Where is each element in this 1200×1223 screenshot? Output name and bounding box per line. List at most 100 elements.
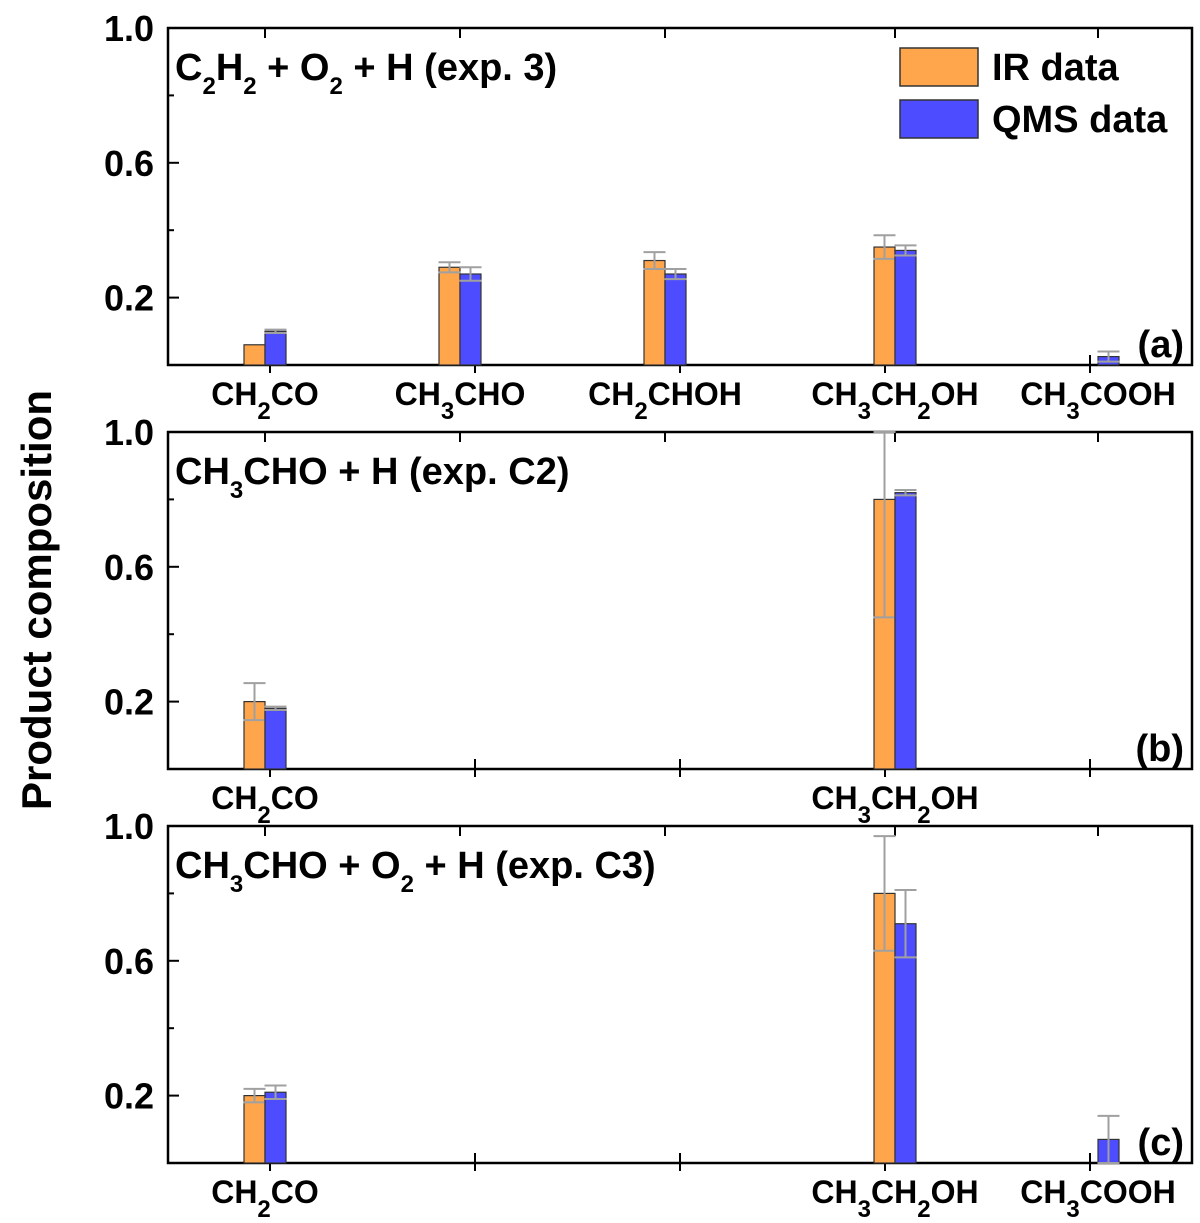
bar-ir	[643, 259, 666, 366]
bar-qms	[894, 923, 917, 1164]
panel-title-part: H	[216, 47, 243, 89]
x-category-label: CH3CH2OH	[811, 1174, 978, 1223]
panel-title-part: C	[175, 47, 202, 89]
legend-swatch	[899, 47, 979, 87]
panel-title-part: + O	[257, 47, 330, 89]
x-category-label-part: CO	[271, 376, 319, 412]
x-category-label: CH2CHOH	[588, 376, 742, 425]
x-category-label-part: 3	[1066, 398, 1079, 425]
x-category-label: CH2CO	[211, 376, 319, 425]
panel-title-part: CHO + O	[243, 845, 400, 887]
error-bar-qms	[264, 1084, 287, 1100]
error-bar-qms	[264, 705, 287, 712]
x-category-label: CH2CO	[211, 1174, 319, 1223]
panel-title-part: 2	[330, 73, 343, 100]
error-bar-ir	[873, 835, 896, 952]
x-category-label-part: 2	[917, 398, 930, 425]
bar-qms	[264, 707, 287, 770]
y-tick-label: 0.6	[104, 941, 154, 982]
y-tick-label: 1.0	[104, 806, 154, 847]
error-bar-qms	[894, 488, 917, 497]
x-category-label-part: 2	[257, 802, 270, 829]
x-category-label-part: 2	[917, 802, 930, 829]
y-tick-label: 0.2	[104, 682, 154, 723]
y-axis-label: Product composition	[13, 390, 60, 810]
x-category-label-part: OH	[931, 376, 979, 412]
bar-qms	[894, 249, 917, 366]
panel-title-part: 2	[202, 73, 215, 100]
x-category-label-part: CHOH	[648, 376, 742, 412]
error-bar-qms	[1097, 1114, 1120, 1164]
bar-ir	[438, 266, 461, 366]
y-tick-label: 0.6	[104, 143, 154, 184]
panel-title-part: 2	[401, 871, 414, 898]
panel-title-part: 2	[243, 73, 256, 100]
x-category-label-part: CH	[211, 376, 257, 412]
panel-title-part: CH	[175, 451, 230, 493]
bar-qms	[459, 273, 482, 366]
x-category-label-part: 3	[858, 802, 871, 829]
x-category-label: CH3COOH	[1020, 1174, 1176, 1223]
bar-ir	[243, 344, 266, 366]
x-category-label-part: 3	[858, 398, 871, 425]
error-bar-qms	[664, 267, 687, 281]
x-category-label-part: CH	[811, 780, 857, 816]
bar-qms	[664, 273, 687, 366]
error-bar-qms	[264, 328, 287, 334]
x-category-label-part: CH	[211, 780, 257, 816]
x-category-label: CH3CH2OH	[811, 780, 978, 829]
panel-title: CH3CHO + H (exp. C2)	[175, 451, 569, 504]
panel-title-part: 3	[230, 477, 243, 504]
x-category-label-part: OH	[931, 780, 979, 816]
error-bar-ir	[243, 682, 266, 722]
panel-title-part: CH	[175, 845, 230, 887]
x-category-label-part: 3	[1066, 1196, 1079, 1223]
error-bar-ir	[873, 234, 896, 260]
x-category-label-part: 2	[917, 1196, 930, 1223]
x-category-label-part: CH	[811, 376, 857, 412]
x-category-label-part: CH	[1020, 1174, 1066, 1210]
legend-swatch	[899, 99, 979, 139]
panel-title-part: + H (exp. 3)	[343, 47, 557, 89]
x-category-label: CH3CH2OH	[811, 376, 978, 425]
y-tick-label: 0.6	[104, 547, 154, 588]
y-tick-label: 0.2	[104, 1076, 154, 1117]
legend: IR data QMS data	[899, 47, 1168, 141]
x-category-label-part: 3	[441, 398, 454, 425]
bar-ir	[243, 1094, 266, 1164]
error-bar-ir	[438, 261, 461, 274]
x-category-label-part: 2	[634, 398, 647, 425]
error-bar-qms	[894, 244, 917, 257]
bar-qms	[264, 1091, 287, 1164]
bar-ir	[873, 246, 896, 366]
x-category-label-part: 2	[257, 1196, 270, 1223]
panel-title-part: CHO + H (exp. C2)	[243, 451, 569, 493]
x-category-label-part: CH	[395, 376, 441, 412]
x-category-label-part: 3	[858, 1196, 871, 1223]
panel-title-part: 3	[230, 871, 243, 898]
error-bar-qms	[894, 889, 917, 959]
panel-title: C2H2 + O2 + H (exp. 3)	[175, 47, 557, 100]
panel-title: CH3CHO + O2 + H (exp. C3)	[175, 845, 656, 898]
bar-qms	[894, 492, 917, 770]
x-category-label: CH2CO	[211, 780, 319, 829]
x-category-label-part: CH	[871, 1174, 917, 1210]
y-tick-label: 1.0	[104, 412, 154, 453]
error-bar-ir	[243, 1087, 266, 1104]
x-category-label-part: OH	[931, 1174, 979, 1210]
x-category-label-part: CH	[1020, 376, 1066, 412]
y-tick-label: 1.0	[104, 8, 154, 49]
panel-label: (c)	[1138, 1122, 1184, 1164]
x-category-label-part: CH	[211, 1174, 257, 1210]
x-category-label-part: CO	[271, 780, 319, 816]
x-category-label-part: CO	[271, 1174, 319, 1210]
x-category-label-part: CHO	[454, 376, 525, 412]
x-category-label-part: CH	[871, 376, 917, 412]
bar-qms	[264, 330, 287, 366]
x-category-label-part: COOH	[1080, 376, 1176, 412]
y-tick-label: 0.2	[104, 278, 154, 319]
